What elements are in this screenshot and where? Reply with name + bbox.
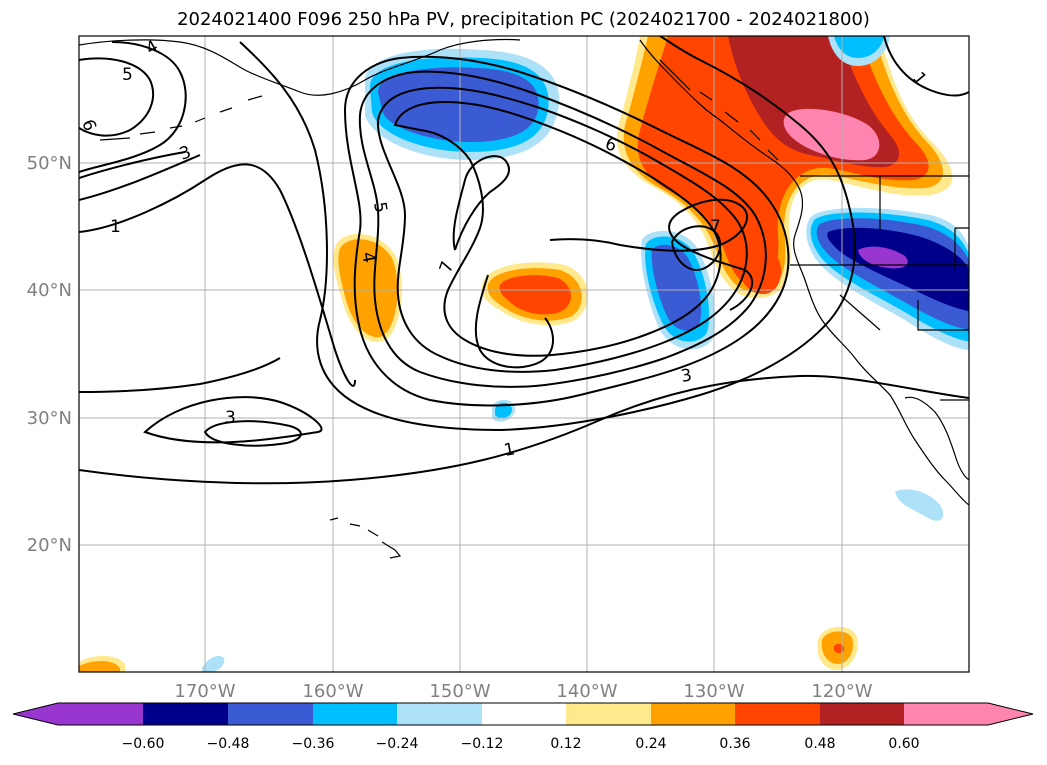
colorbar-tick-label: 0.48 (804, 736, 835, 752)
colorbar-segment (651, 703, 735, 725)
map-area: 5 4 6 3 1 5 4 7 6 7 1 3 3 1 (79, 36, 969, 672)
colorbar-tick-label: 0.12 (550, 736, 581, 752)
colorbar-segment (397, 703, 482, 725)
lat-label-40n: 40°N (27, 280, 72, 301)
colorbar-segment (904, 703, 988, 725)
pv-contour-label: 1 (502, 439, 516, 461)
coastlines (79, 38, 969, 559)
pv-contours (79, 36, 969, 485)
lat-labels: 50°N 40°N 30°N 20°N (27, 153, 72, 556)
pv-contour-label: 5 (122, 65, 133, 85)
graticule (79, 36, 969, 672)
pv-contour-label: 1 (110, 217, 121, 237)
colorbar-tick-label: −0.12 (461, 736, 504, 752)
colorbar-tick-label: −0.48 (207, 736, 250, 752)
colorbar-segment (313, 703, 397, 725)
lon-label-160w: 160°W (302, 681, 363, 702)
colorbar-tick-label: −0.60 (122, 736, 165, 752)
colorbar-segment (735, 703, 820, 725)
colorbar: −0.60 −0.48 −0.36 −0.24 −0.12 0.12 0.24 … (12, 702, 1034, 752)
colorbar-segment (58, 703, 143, 725)
lon-label-140w: 140°W (556, 681, 617, 702)
colorbar-segment (143, 703, 228, 725)
lon-labels: 170°W 160°W 150°W 140°W 130°W 120°W (174, 681, 872, 702)
colorbar-extend-high (988, 703, 1033, 725)
colorbar-segment (820, 703, 904, 725)
colorbar-segment (228, 703, 313, 725)
pv-contour-label: 7 (710, 217, 721, 237)
pv-contour-label: 3 (679, 365, 693, 387)
lon-label-170w: 170°W (174, 681, 235, 702)
lat-label-20n: 20°N (27, 535, 72, 556)
pv-contour-label: 5 (369, 200, 391, 214)
lat-label-30n: 30°N (27, 408, 72, 429)
pv-contour-label: 3 (225, 408, 236, 428)
lon-label-120w: 120°W (811, 681, 872, 702)
pv-contour-label: 4 (357, 250, 379, 264)
colorbar-tick-label: 0.36 (719, 736, 750, 752)
lat-label-50n: 50°N (27, 153, 72, 174)
colorbar-tick-label: 0.60 (888, 736, 919, 752)
figure-title: 2024021400 F096 250 hPa PV, precipitatio… (177, 9, 870, 30)
lon-label-150w: 150°W (429, 681, 490, 702)
lon-label-130w: 130°W (683, 681, 744, 702)
map-frame (78, 35, 970, 673)
pv-contour-labels: 5 4 6 3 1 5 4 7 6 7 1 3 3 1 (79, 37, 930, 461)
colorbar-tick-label: 0.24 (635, 736, 666, 752)
colorbar-segment (566, 703, 651, 725)
colorbar-tick-label: −0.24 (376, 736, 419, 752)
colorbar-extend-low (13, 703, 58, 725)
colorbar-tick-label: −0.36 (292, 736, 335, 752)
colorbar-segment (482, 703, 566, 725)
